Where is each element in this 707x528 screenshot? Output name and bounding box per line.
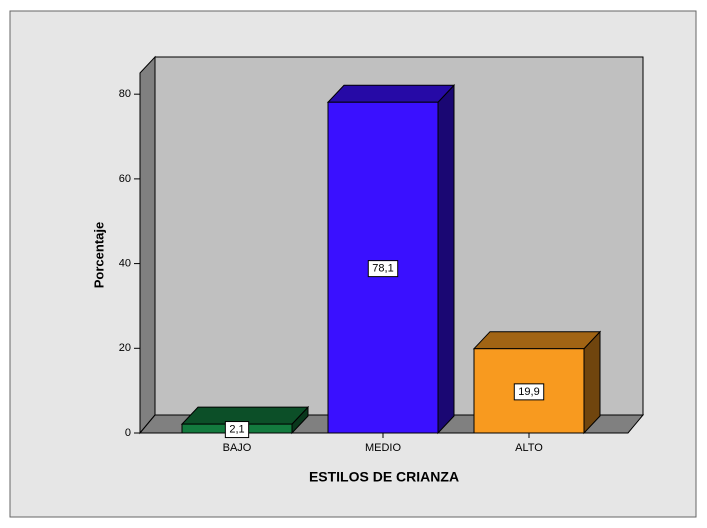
y-axis-title: Porcentaje	[91, 222, 106, 288]
y-tick-label: 40	[119, 257, 131, 269]
bar-side	[583, 330, 601, 435]
x-axis-title: ESTILOS DE CRIANZA	[309, 469, 459, 485]
side-wall	[139, 55, 156, 435]
bar-top	[472, 331, 602, 350]
data-label: 19,9	[518, 386, 539, 398]
x-tick-label: ALTO	[515, 442, 543, 454]
data-label-box	[513, 383, 545, 401]
x-tick-label: MEDIO	[365, 442, 402, 454]
x-tick-label: BAJO	[223, 442, 252, 454]
data-label-box	[367, 260, 399, 278]
bar-side	[437, 83, 455, 435]
y-tick-label: 0	[125, 427, 131, 439]
data-label: 2,1	[229, 423, 244, 435]
y-tick-label: 20	[119, 342, 131, 354]
data-label-box	[224, 421, 250, 439]
bar-top	[326, 84, 456, 103]
y-tick-label: 80	[119, 88, 131, 100]
data-label: 78,1	[372, 263, 393, 275]
y-tick-label: 60	[119, 173, 131, 185]
